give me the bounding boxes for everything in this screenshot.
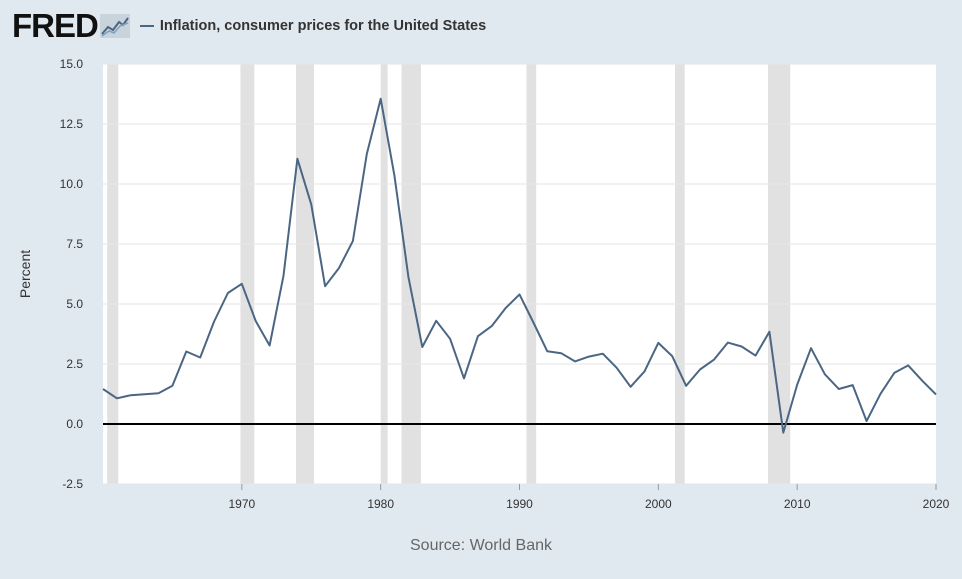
- recession-bands: [107, 64, 791, 484]
- recession-band-6: [674, 64, 685, 484]
- y-tick-label: 10.0: [60, 177, 84, 191]
- x-tick-label: 1980: [367, 497, 394, 511]
- fred-logo[interactable]: FRED: [12, 7, 99, 44]
- x-tick-label: 2000: [645, 497, 672, 511]
- x-tick-label: 2010: [784, 497, 811, 511]
- recession-band-4: [401, 64, 421, 484]
- source-note: Source: World Bank: [410, 537, 552, 554]
- legend[interactable]: Inflation, consumer prices for the Unite…: [139, 18, 487, 34]
- recession-band-0: [107, 64, 119, 484]
- y-tick-label: 5.0: [66, 297, 83, 311]
- y-tick-label: 2.5: [66, 357, 83, 371]
- recession-band-2: [295, 64, 315, 484]
- x-tick-label: 2020: [923, 497, 950, 511]
- fred-line-chart-icon: [99, 14, 130, 38]
- x-tick-label: 1990: [506, 497, 533, 511]
- header: FRED Inflation, consumer prices for the …: [12, 8, 486, 44]
- legend-swatch: [139, 25, 154, 27]
- plot-area: [103, 64, 936, 484]
- recession-band-5: [526, 64, 537, 484]
- y-tick-label: 0.0: [66, 417, 83, 431]
- y-axis-label: Percent: [17, 250, 33, 298]
- series-line-inflation[interactable]: [102, 97, 937, 434]
- y-axis-ticks: -2.5 0.0 2.5 5.0 7.5 10.0 12.5 15.0: [60, 57, 84, 491]
- y-tick-label: 15.0: [60, 57, 84, 71]
- y-tick-label: 7.5: [66, 237, 83, 251]
- recession-band-1: [240, 64, 255, 484]
- x-axis-ticks: 1970 1980 1990 2000 2010 2020: [228, 484, 950, 511]
- y-tick-label: -2.5: [62, 477, 83, 491]
- x-tick-label: 1970: [228, 497, 255, 511]
- recession-band-7: [768, 64, 791, 484]
- y-tick-label: 12.5: [60, 117, 84, 131]
- recession-band-3: [380, 64, 388, 484]
- legend-label: Inflation, consumer prices for the Unite…: [159, 18, 487, 34]
